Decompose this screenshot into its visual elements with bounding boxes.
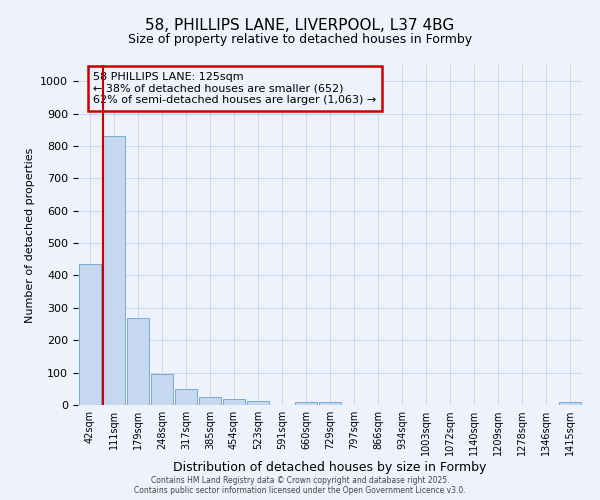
Bar (151, 374, 173, 405)
Bar (199, 397, 221, 405)
X-axis label: Distribution of detached houses by size in Formby: Distribution of detached houses by size … (173, 461, 487, 474)
Bar (295, 402, 317, 405)
Text: Contains HM Land Registry data © Crown copyright and database right 2025.
Contai: Contains HM Land Registry data © Crown c… (134, 476, 466, 495)
Bar (127, 318, 149, 405)
Bar (247, 401, 269, 405)
Text: Size of property relative to detached houses in Formby: Size of property relative to detached ho… (128, 32, 472, 46)
Bar (175, 389, 197, 405)
Bar (223, 399, 245, 405)
Bar (559, 402, 581, 405)
Y-axis label: Number of detached properties: Number of detached properties (25, 148, 35, 322)
Bar (103, 136, 125, 405)
Text: 58 PHILLIPS LANE: 125sqm
← 38% of detached houses are smaller (652)
62% of semi-: 58 PHILLIPS LANE: 125sqm ← 38% of detach… (93, 72, 376, 105)
Bar (319, 402, 341, 405)
Bar (79, 264, 101, 405)
Text: 58, PHILLIPS LANE, LIVERPOOL, L37 4BG: 58, PHILLIPS LANE, LIVERPOOL, L37 4BG (145, 18, 455, 32)
